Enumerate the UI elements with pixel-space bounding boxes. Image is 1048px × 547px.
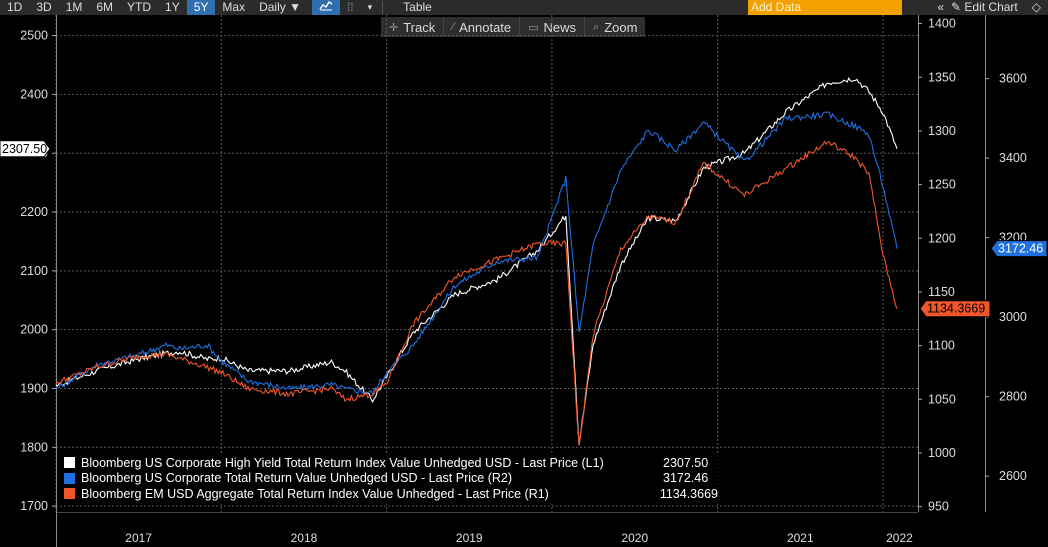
legend-swatch-high-yield (64, 457, 75, 469)
chart-options-dropdown-icon[interactable]: ▾ (367, 2, 373, 12)
legend-label-em-aggregate: Bloomberg EM USD Aggregate Total Return … (81, 486, 549, 501)
l1-tick-label: 1800 (20, 440, 48, 454)
period-button-5y[interactable]: 5Y (186, 0, 216, 15)
toolbar-divider (382, 1, 384, 14)
l1-tick-label: 1900 (20, 381, 48, 395)
frequency-dropdown[interactable]: Daily ▼ (259, 0, 301, 14)
period-button-max[interactable]: Max (222, 0, 246, 14)
r1-tick-label: 1050 (928, 392, 956, 406)
series-line-corporate[interactable] (55, 111, 898, 396)
period-button-6m[interactable]: 6M (96, 0, 114, 14)
table-button[interactable]: Table (403, 0, 432, 14)
period-button-1m[interactable]: 1M (65, 0, 83, 14)
last-price-r1-tag (919, 300, 991, 318)
magnifier-icon: ⌕ (593, 20, 600, 33)
pencil-icon: ✎ (951, 0, 965, 14)
r1-tick-label: 1300 (928, 124, 956, 138)
r1-tick-label: 1250 (928, 178, 956, 192)
crosshair-icon: ✛ (389, 21, 399, 34)
legend-label-high-yield: Bloomberg US Corporate High Yield Total … (81, 455, 604, 470)
period-button-ytd[interactable]: YTD (127, 0, 152, 14)
edit-chart-label: Edit Chart (964, 0, 1018, 14)
x-tick-label: 2022 (886, 531, 913, 545)
legend-swatch-em-aggregate (64, 488, 75, 500)
legend-swatch-corporate (64, 472, 75, 484)
chart-series (55, 76, 898, 446)
legend-value-corporate: 3172.46 (663, 471, 709, 486)
period-button-1d[interactable]: 1D (7, 0, 23, 14)
last-price-l1: 2307.50 (0, 140, 51, 158)
news-icon: ▭ (528, 21, 539, 34)
r1-tick-label: 950 (928, 500, 949, 514)
legend-row-high-yield[interactable]: Bloomberg US Corporate High Yield Total … (58, 455, 718, 471)
legend-label-corporate: Bloomberg US Corporate Total Return Valu… (81, 471, 512, 486)
l1-tick-label: 2100 (20, 264, 48, 278)
r1-tick-label: 1400 (928, 17, 956, 31)
annotate-label: Annotate (459, 19, 512, 35)
x-axis-line (56, 512, 918, 513)
x-tick-label: 2019 (456, 531, 483, 545)
x-tick-label: 2021 (787, 531, 814, 545)
settings-icon[interactable]: ◇ (1031, 0, 1041, 14)
last-price-r1-text: 1134.3669 (927, 302, 985, 316)
legend-row-corporate[interactable]: Bloomberg US Corporate Total Return Valu… (58, 471, 718, 487)
track-label: Track (403, 19, 436, 35)
legend-row-em-aggregate[interactable]: Bloomberg EM USD Aggregate Total Return … (58, 486, 718, 502)
r2-tick-label: 2800 (999, 390, 1027, 404)
last-price-l1-text: 2307.50 (2, 142, 47, 156)
zoom-button[interactable]: ⌕ Zoom (584, 17, 645, 37)
r2-tick-label: 2600 (999, 469, 1027, 483)
legend-value-high-yield: 2307.50 (663, 455, 709, 470)
r1-tick-label: 1350 (928, 70, 956, 84)
line-chart-icon[interactable] (311, 0, 340, 15)
series-line-em-aggregate[interactable] (55, 140, 898, 446)
chart-legend: Bloomberg US Corporate High Yield Total … (58, 454, 718, 504)
collapse-icon[interactable]: « (937, 0, 945, 14)
add-data-input[interactable] (748, 0, 902, 15)
x-tick-label: 2018 (291, 531, 318, 545)
l1-tick-label: 2200 (20, 205, 48, 219)
r1-tick-label: 1200 (928, 231, 956, 245)
period-button-group: 1D 3D 1M 6M YTD 1Y 5Y Max (0, 0, 252, 15)
r2-tick-label: 3600 (999, 72, 1027, 86)
last-price-labels: 2307.50 3172.46 1134.3669 (0, 140, 1048, 318)
l1-tick-label: 2000 (20, 323, 48, 337)
l1-tick-label: 2500 (20, 29, 48, 43)
series-line-high-yield[interactable] (55, 76, 898, 446)
track-button[interactable]: ✛ Track (381, 17, 443, 37)
period-button-3d[interactable]: 3D (36, 0, 52, 14)
l1-tick-label: 2400 (20, 87, 48, 101)
last-price-r1: 1134.3669 (919, 300, 991, 318)
legend-value-em-aggregate: 1134.3669 (659, 486, 718, 501)
right-toolbar: « ✎ Edit Chart ◇ (930, 0, 1048, 15)
l1-tick-label: 1700 (20, 499, 48, 513)
period-button-1y[interactable]: 1Y (165, 0, 180, 14)
last-price-r2-tag (990, 240, 1048, 258)
chart-grid (55, 15, 918, 512)
x-tick-label: 2020 (621, 531, 648, 545)
r1-tick-label: 1150 (928, 285, 955, 299)
x-tick-label: 2017 (125, 531, 152, 545)
zoom-label: Zoom (604, 19, 638, 35)
pencil-icon: ⁄ (452, 21, 455, 33)
r2-tick-label: 3000 (999, 310, 1027, 324)
last-price-l1-tag (0, 140, 51, 158)
bar-chart-icon[interactable]: ⁞⁞ (346, 0, 354, 14)
r2-tick-label: 3400 (999, 151, 1027, 165)
last-price-r2-text: 3172.46 (998, 242, 1043, 256)
r1-tick-label: 1000 (928, 446, 956, 460)
last-price-r2: 3172.46 (990, 240, 1048, 258)
edit-chart-button[interactable]: ✎ Edit Chart (951, 0, 1025, 15)
annotate-button[interactable]: ⁄ Annotate (443, 17, 519, 37)
r1-tick-label: 1100 (928, 339, 955, 353)
